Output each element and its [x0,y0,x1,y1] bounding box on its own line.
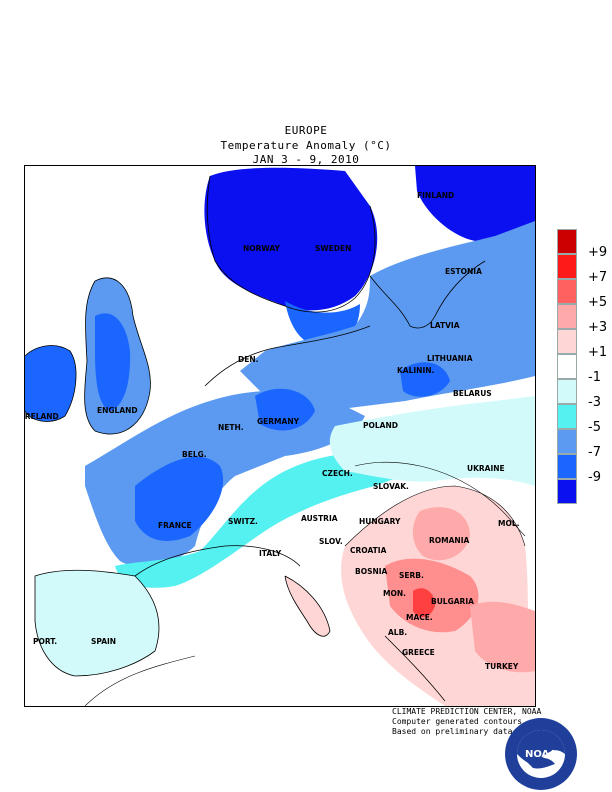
legend-swatch [557,429,577,454]
label-italy: ITALY [259,549,282,558]
label-turkey: TURKEY [485,662,519,671]
anomaly-zone-baltic [240,221,535,411]
label-finland: FINLAND [417,191,454,200]
label-greece: GREECE [402,648,435,657]
label-belarus: BELARUS [453,389,492,398]
label-hungary: HUNGARY [359,517,401,526]
label-alb: ALB. [388,628,407,637]
legend-swatch [557,304,577,329]
label-neth: NETH. [218,423,244,432]
label-slov: SLOV. [319,537,343,546]
label-mace: MACE. [406,613,433,622]
legend-tick-label: +9 [588,245,608,260]
label-belg: BELG. [182,450,207,459]
label-austria: AUSTRIA [301,514,338,523]
label-latvia: LATVIA [430,321,460,330]
label-kalinin: KALININ. [397,366,435,375]
anomaly-zone-iberia [35,570,159,676]
map-date-range: JAN 3 - 9, 2010 [252,153,360,166]
legend-tick-label: -9 [588,470,601,485]
legend-swatch [557,354,577,379]
legend-tick-label: -3 [588,395,601,410]
legend-swatch [557,279,577,304]
anomaly-zone-scandinavia [204,167,378,311]
label-france: FRANCE [158,521,192,530]
credit-line-3: Based on preliminary data [392,727,513,736]
label-romania: ROMANIA [429,536,469,545]
label-slovak: SLOVAK. [373,482,409,491]
label-poland: POLAND [363,421,398,430]
credit-line-1: CLIMATE PREDICTION CENTER, NOAA [392,707,542,716]
legend-swatch [557,454,577,479]
label-den: DEN. [238,355,259,364]
legend-tick-label: +7 [588,270,608,285]
label-czech: CZECH. [322,469,353,478]
anomaly-zone-germany-core [255,388,315,431]
noaa-logo: NOAA [505,718,577,790]
anomaly-zone-france-core [135,456,224,541]
legend-swatch [557,404,577,429]
legend-swatch [557,379,577,404]
legend-swatch [557,254,577,279]
anomaly-zone-ireland [25,345,77,422]
legend-tick-label: +1 [588,345,608,360]
legend-tick-label: -7 [588,445,601,460]
label-croatia: CROATIA [350,546,387,555]
anomaly-zone-romania-warm [412,507,470,561]
anomaly-zone-turkey-warm [470,601,535,673]
label-germany: GERMANY [257,417,300,426]
legend-tick-label: +5 [588,295,608,310]
legend-tick-label: -5 [588,420,601,435]
label-estonia: ESTONIA [445,267,482,276]
anomaly-contours [84,461,526,706]
anomaly-zone-poland-core [400,362,450,397]
credit-line-2: Computer generated contours [392,717,523,726]
label-sweden: SWEDEN [315,244,351,253]
label-lithuania: LITHUANIA [427,354,473,363]
map-region-title: EUROPE [284,124,328,137]
label-ireland: IRELAND [25,412,59,421]
anomaly-zone-alpine [115,452,415,588]
legend-swatch [557,229,577,254]
label-port: PORT. [33,637,57,646]
coastlines [25,175,486,702]
map-variable-title: Temperature Anomaly (°C) [220,139,392,152]
label-bosnia: BOSNIA [355,567,388,576]
label-england: ENGLAND [97,406,138,415]
anomaly-zone-ukraine-light [329,396,535,486]
label-switz: SWITZ. [228,517,258,526]
temperature-anomaly-map: FINLAND NORWAY SWEDEN ESTONIA LATVIA LIT… [24,165,536,707]
noaa-logo-text: NOAA [525,749,557,760]
legend-tick-label: -1 [588,370,601,385]
legend-swatch [557,479,577,504]
label-bulgaria: BULGARIA [431,597,474,606]
legend-swatch [557,329,577,354]
label-mon: MON. [383,589,406,598]
legend-tick-label: +3 [588,320,608,335]
label-spain: SPAIN [91,637,116,646]
label-mol: MOL. [498,519,520,528]
label-serb: SERB. [399,571,424,580]
anomaly-zone-finland [415,166,535,243]
anomaly-zone-italy-warm [285,576,330,637]
anomaly-legend-colorbar [557,229,577,504]
label-ukraine: UKRAINE [467,464,505,473]
anomaly-zone-macedonia-hot [413,588,435,618]
label-norway: NORWAY [243,244,280,253]
anomaly-zone-england-core [95,313,131,411]
